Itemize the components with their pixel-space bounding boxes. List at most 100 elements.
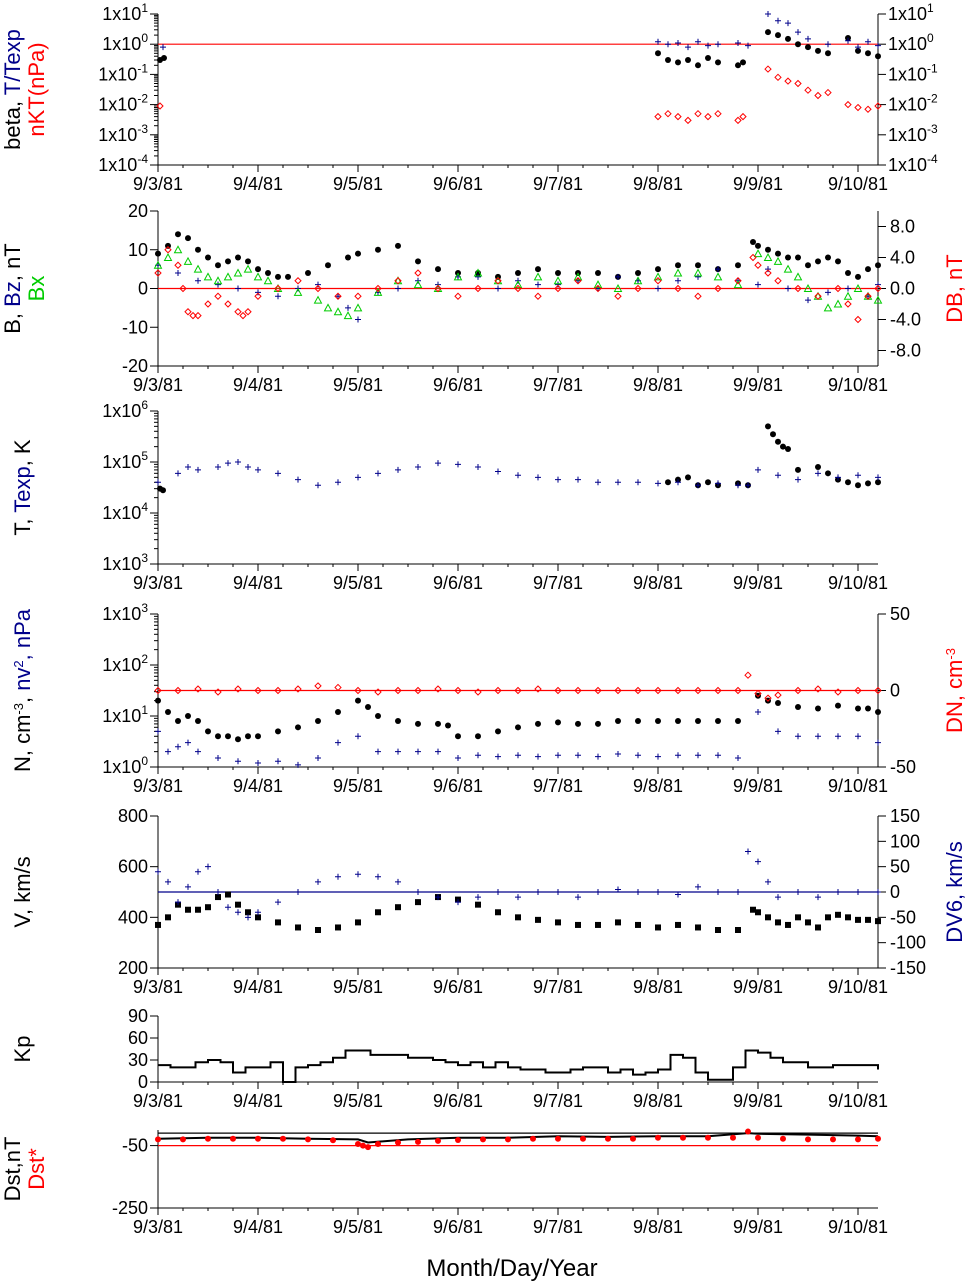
data-point	[713, 272, 723, 281]
data-point	[155, 250, 161, 257]
data-point	[785, 254, 791, 261]
data-point	[395, 1139, 401, 1146]
data-point	[355, 733, 361, 740]
x-tick-label: 9/6/81	[433, 174, 483, 194]
data-point	[854, 103, 862, 112]
data-point	[155, 921, 161, 928]
data-point	[753, 249, 763, 258]
data-point	[474, 688, 482, 696]
data-point	[395, 904, 401, 911]
data-point	[744, 671, 752, 679]
data-point	[695, 752, 701, 759]
data-point	[774, 277, 782, 285]
y-tick-label: -250	[112, 1198, 148, 1218]
data-point	[203, 272, 213, 281]
x-tick-label: 9/3/81	[133, 375, 183, 395]
data-point	[845, 37, 851, 44]
x-tick-label: 9/9/81	[733, 174, 783, 194]
data-point	[180, 1136, 186, 1143]
data-point	[775, 472, 781, 479]
data-point	[755, 858, 761, 865]
data-point	[530, 1135, 536, 1142]
y-axis-label-line2: nKT(nPa)	[24, 42, 49, 136]
data-point	[175, 899, 181, 906]
x-tick-label: 9/6/81	[433, 977, 483, 997]
data-point	[394, 686, 402, 695]
data-point	[634, 284, 642, 293]
data-point	[354, 292, 362, 300]
x-tick-label: 9/8/81	[633, 1217, 683, 1237]
data-point	[375, 873, 381, 880]
data-point	[335, 739, 341, 746]
x-tick-label: 9/8/81	[633, 174, 683, 194]
data-point	[693, 268, 703, 277]
data-point	[575, 921, 581, 928]
data-point	[730, 1134, 736, 1141]
data-point	[685, 56, 691, 63]
x-tick-label: 9/5/81	[333, 1091, 383, 1111]
data-point	[495, 728, 501, 735]
data-point	[305, 1136, 311, 1143]
y-tick-label: 20	[128, 201, 148, 221]
data-point	[595, 479, 601, 486]
data-point	[514, 284, 522, 293]
data-point	[875, 281, 881, 288]
x-tick-label: 9/6/81	[433, 776, 483, 796]
data-point	[675, 752, 681, 759]
y-axis-label: T, Texp, K	[10, 439, 35, 536]
data-point	[474, 284, 482, 293]
data-point	[533, 272, 543, 281]
data-point	[255, 266, 261, 273]
data-point	[185, 906, 191, 913]
data-point	[455, 733, 461, 740]
data-point	[835, 733, 841, 740]
data-point	[785, 445, 791, 452]
data-point	[395, 717, 401, 724]
data-point	[750, 239, 756, 245]
data-point	[830, 1136, 836, 1143]
data-point	[255, 733, 261, 740]
data-point	[235, 909, 241, 916]
data-point	[654, 686, 662, 695]
data-point	[653, 272, 663, 281]
data-point	[674, 686, 682, 695]
data-point	[185, 883, 191, 890]
data-point	[740, 59, 746, 66]
data-point	[235, 459, 241, 465]
data-point	[765, 29, 771, 36]
data-point	[825, 914, 831, 921]
data-point	[739, 112, 747, 121]
data-point	[555, 889, 561, 895]
data-point	[435, 460, 441, 467]
data-point	[735, 262, 741, 269]
data-point	[754, 689, 762, 698]
panel-V: 9/3/81 9/4/81 9/5/81 9/6/81 9/7/81 9/8/81 9/9/…	[10, 806, 967, 997]
data-point	[495, 753, 501, 760]
x-tick-label: 9/5/81	[333, 375, 383, 395]
data-point	[314, 682, 322, 690]
data-point	[715, 59, 721, 66]
y-axis-label: B, Bz, nT	[0, 243, 25, 334]
data-point	[265, 270, 271, 276]
x-tick-label: 9/3/81	[133, 977, 183, 997]
data-point	[595, 753, 601, 760]
y-tick-label-right: 0.0	[890, 279, 915, 299]
data-point	[845, 285, 851, 292]
data-point	[785, 285, 791, 292]
data-point	[295, 476, 301, 483]
data-point	[805, 297, 811, 304]
y-tick-label: 10	[128, 240, 148, 260]
data-point	[553, 276, 563, 285]
data-point	[655, 889, 661, 895]
data-point	[835, 911, 841, 918]
x-tick-label: 9/8/81	[633, 977, 683, 997]
data-point	[205, 904, 211, 911]
data-point	[875, 479, 881, 486]
data-point	[865, 50, 871, 57]
panel-B: 9/3/81 9/4/81 9/5/81 9/6/81 9/7/81 9/8/81 9/9/…	[0, 201, 967, 395]
data-point	[475, 752, 481, 759]
data-point	[580, 1135, 586, 1142]
data-point	[635, 717, 641, 724]
data-point	[595, 720, 601, 727]
data-point	[795, 41, 801, 48]
